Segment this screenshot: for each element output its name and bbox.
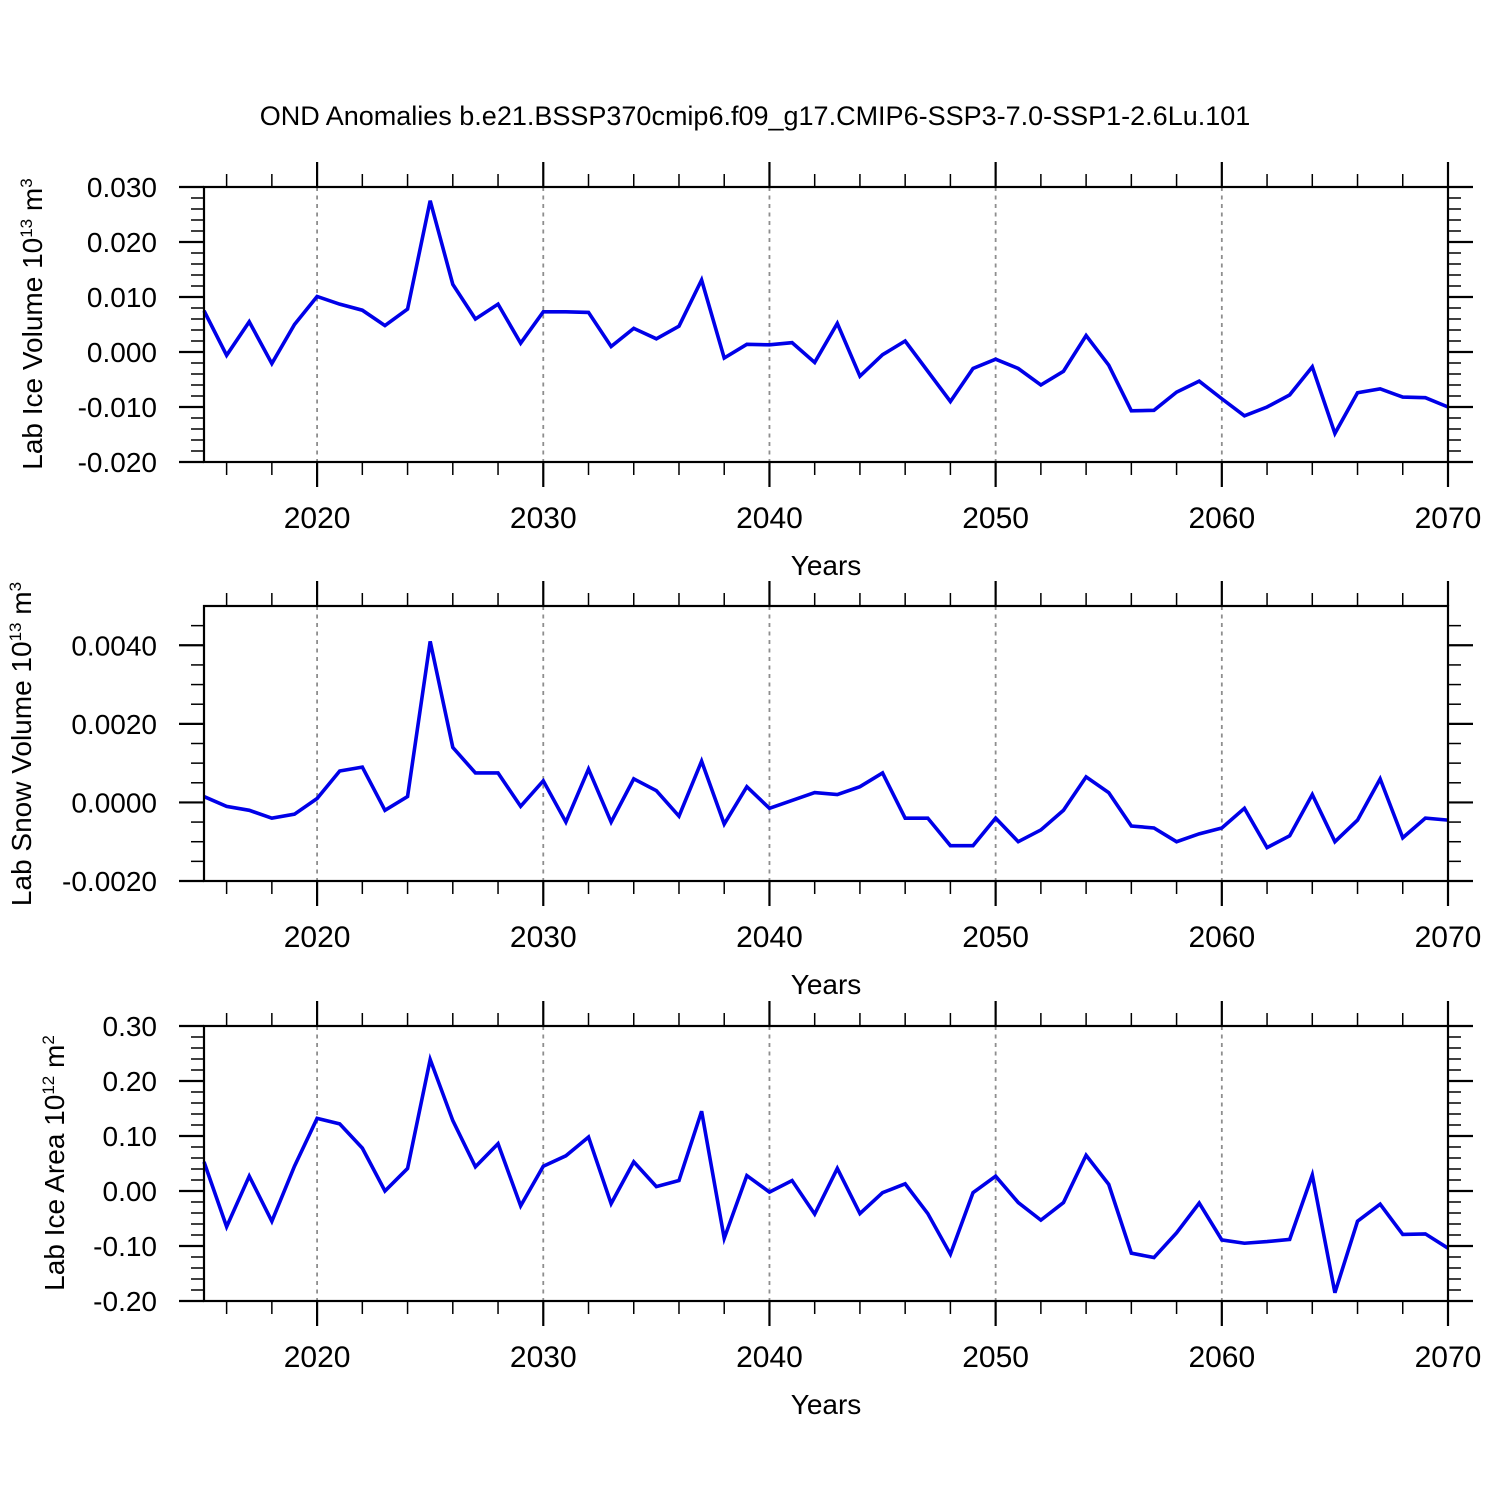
- exponent-text: 12: [38, 1075, 58, 1095]
- x-axis-label-years-3: Years: [790, 1389, 862, 1420]
- y-axis-label-text: Lab Snow Volume 10: [6, 641, 38, 907]
- x-tick-label: 2050: [962, 502, 1029, 535]
- y-tick-label: 0.20: [103, 1066, 158, 1097]
- series-line-lab-ice-volume: [202, 200, 1449, 438]
- y-axis-label-snow-volume: Lab Snow Volume 1013 m3: [6, 582, 38, 906]
- x-tick-label: 2060: [1188, 921, 1255, 954]
- plot-frame: [202, 1024, 1450, 1303]
- x-axis-label-years-1: Years: [790, 550, 862, 581]
- series-line-lab-snow-volume: [203, 640, 1449, 851]
- y-axis-label-text: Lab Ice Volume 10: [17, 237, 49, 470]
- y-tick-label: -0.010: [78, 392, 157, 423]
- x-tick-label: 2060: [1188, 502, 1255, 535]
- x-tick-label: 2070: [1415, 1341, 1482, 1374]
- x-tick-label: 2070: [1415, 502, 1482, 535]
- x-tick-label: 2040: [736, 502, 803, 535]
- unit-text: m: [17, 187, 49, 219]
- unit-text: m: [39, 1044, 71, 1076]
- y-tick-label: 0.10: [103, 1121, 158, 1152]
- y-tick-label: -0.0020: [62, 866, 157, 897]
- panel-lab-ice-volume: 2020 2030 2040 2050 2060 2070 0.030 0.020 0.010 0…: [78, 162, 1482, 535]
- y-tick-label: 0.0000: [71, 787, 157, 818]
- x-tick-label: 2040: [736, 921, 803, 954]
- y-tick-label: 0.0020: [71, 709, 157, 740]
- y-tick-label: 0.00: [103, 1176, 158, 1207]
- x-tick-label: 2070: [1415, 921, 1482, 954]
- x-tick-label: 2020: [284, 502, 351, 535]
- unit-exponent-text: 2: [38, 1035, 58, 1045]
- x-tick-label: 2050: [962, 1341, 1029, 1374]
- x-tick-label: 2060: [1188, 1341, 1255, 1374]
- unit-exponent-text: 3: [16, 178, 36, 188]
- y-tick-label: -0.10: [93, 1231, 157, 1262]
- y-tick-label: 0.000: [87, 337, 157, 368]
- x-tick-label: 2030: [510, 502, 577, 535]
- chart-title: OND Anomalies b.e21.BSSP370cmip6.f09_g17…: [259, 101, 1251, 131]
- x-tick-label: 2030: [510, 1341, 577, 1374]
- series-line-lab-ice-area: [202, 1053, 1449, 1294]
- y-tick-label: 0.010: [87, 282, 157, 313]
- x-tick-label: 2040: [736, 1341, 803, 1374]
- y-tick-label: 0.020: [87, 227, 157, 258]
- plot-frame: [202, 185, 1450, 464]
- y-tick-label: 0.0040: [71, 630, 157, 661]
- y-tick-label: 0.030: [87, 172, 157, 203]
- x-tick-label: 2020: [284, 921, 351, 954]
- y-axis-label-ice-volume: Lab Ice Volume 1013 m3: [17, 178, 49, 469]
- panel-lab-snow-volume: 2020 2030 2040 2050 2060 2070 0.0040 0.0020 0.00…: [62, 581, 1481, 954]
- y-tick-label: -0.020: [78, 447, 157, 478]
- exponent-text: 13: [16, 218, 36, 238]
- x-tick-label: 2020: [284, 1341, 351, 1374]
- x-tick-label: 2050: [962, 921, 1029, 954]
- unit-text: m: [6, 591, 38, 623]
- panel-lab-ice-area: 2020 2030 2040 2050 2060 2070 0.30 0.20 0.10 0.00…: [93, 1001, 1481, 1374]
- y-axis-label-text: Lab Ice Area 10: [39, 1094, 71, 1291]
- x-axis-label-years-2: Years: [790, 969, 862, 1000]
- exponent-text: 13: [5, 622, 25, 642]
- y-tick-label: -0.20: [93, 1286, 157, 1317]
- y-tick-label: 0.30: [103, 1011, 158, 1042]
- x-tick-label: 2030: [510, 921, 577, 954]
- unit-exponent-text: 3: [5, 581, 25, 592]
- y-axis-label-ice-area: Lab Ice Area 1012 m2: [39, 1035, 71, 1291]
